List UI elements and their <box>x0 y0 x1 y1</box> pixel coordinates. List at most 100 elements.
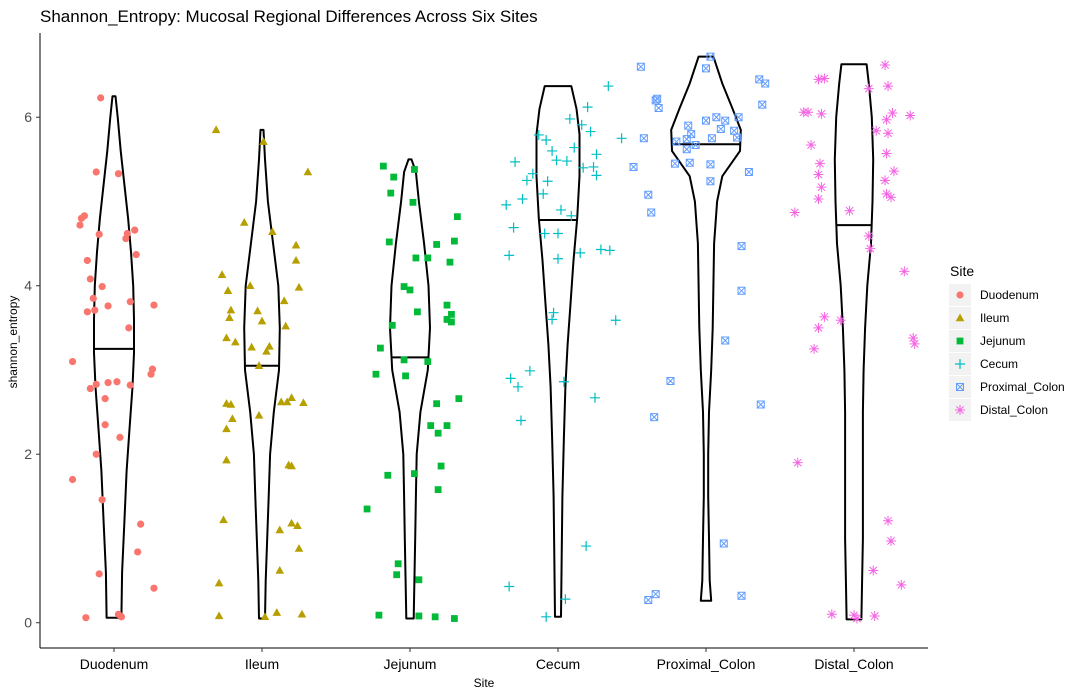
data-point <box>282 397 292 406</box>
data-point <box>888 166 899 177</box>
data-point <box>433 400 441 408</box>
data-point <box>737 591 746 600</box>
data-point <box>126 298 134 306</box>
data-point <box>372 370 380 378</box>
data-point <box>881 148 892 159</box>
legend-label: Ileum <box>980 311 1009 325</box>
data-point <box>881 188 892 199</box>
data-point <box>287 461 296 470</box>
data-point <box>789 207 800 218</box>
data-point <box>513 381 524 392</box>
data-point <box>114 170 123 178</box>
data-point <box>281 321 290 330</box>
data-point <box>547 314 558 325</box>
data-point <box>291 240 301 249</box>
x-tick-label: Distal_Colon <box>814 656 893 672</box>
data-point <box>214 578 224 587</box>
data-point <box>798 107 809 118</box>
data-point <box>706 177 715 186</box>
data-point <box>83 308 91 316</box>
data-point <box>443 301 451 309</box>
data-point <box>385 238 393 246</box>
data-point <box>576 119 587 130</box>
legend-label: Cecum <box>980 357 1018 371</box>
legend-symbol <box>955 405 965 415</box>
data-point <box>253 306 262 315</box>
data-point <box>86 384 94 393</box>
data-point <box>806 140 817 151</box>
data-point <box>219 515 228 524</box>
data-point <box>813 169 824 180</box>
data-point <box>813 322 824 333</box>
data-point <box>809 343 820 354</box>
data-point <box>702 116 710 125</box>
violin-ileum <box>243 128 281 620</box>
data-point <box>644 190 653 199</box>
legend-symbol <box>956 337 964 345</box>
data-point <box>517 193 528 204</box>
data-point <box>260 612 270 621</box>
data-point <box>636 62 645 71</box>
data-point <box>553 253 563 264</box>
data-point <box>539 228 550 239</box>
data-point <box>578 162 589 173</box>
data-point <box>259 137 268 145</box>
data-point <box>131 226 139 234</box>
data-point <box>222 333 231 342</box>
data-point <box>400 283 408 290</box>
data-point <box>504 581 515 592</box>
data-point <box>581 541 592 552</box>
legend-symbol <box>955 359 965 369</box>
data-point <box>101 395 109 403</box>
data-point <box>566 210 577 221</box>
data-point <box>682 135 691 144</box>
data-point <box>91 306 99 314</box>
data-point <box>437 462 445 470</box>
data-point <box>883 128 894 139</box>
data-point <box>294 544 304 552</box>
data-point <box>569 142 580 153</box>
data-point <box>222 455 231 464</box>
data-point <box>299 398 308 407</box>
data-point <box>684 121 693 130</box>
data-point <box>504 250 515 261</box>
data-point <box>76 221 84 229</box>
data-point <box>268 227 277 236</box>
data-point <box>826 609 837 620</box>
legend-label: Proximal_Colon <box>980 380 1065 394</box>
data-point <box>819 311 830 322</box>
data-point <box>228 414 237 423</box>
data-point <box>682 145 691 154</box>
data-point <box>737 286 746 295</box>
data-point <box>214 611 224 620</box>
data-point <box>294 282 304 291</box>
data-point <box>239 218 249 226</box>
data-point <box>880 175 891 186</box>
plot-panel <box>39 33 928 649</box>
data-point <box>387 189 395 197</box>
data-point <box>516 415 526 426</box>
legend-title: Site <box>950 263 974 279</box>
data-point <box>104 379 112 387</box>
data-point <box>265 341 274 350</box>
data-point <box>651 590 660 599</box>
data-point <box>272 608 282 616</box>
data-point <box>575 247 586 258</box>
data-point <box>247 342 256 351</box>
data-point <box>275 525 285 534</box>
data-point <box>287 518 296 527</box>
data-point <box>653 94 662 103</box>
data-point <box>744 168 753 177</box>
data-point <box>443 316 451 323</box>
data-point <box>406 286 414 294</box>
data-point <box>125 324 133 332</box>
data-point <box>591 170 602 181</box>
data-point <box>443 422 451 429</box>
data-point <box>603 81 614 92</box>
data-point <box>561 156 572 167</box>
data-point <box>591 149 602 160</box>
data-point <box>548 307 559 318</box>
y-tick-label: 0 <box>24 615 32 631</box>
data-point <box>868 565 879 576</box>
